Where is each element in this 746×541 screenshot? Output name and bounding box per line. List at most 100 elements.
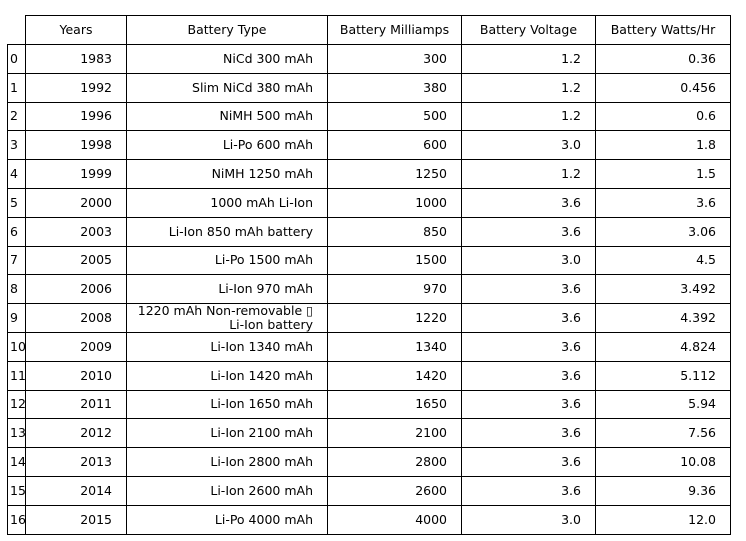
table-cell: 1650 — [327, 389, 462, 420]
table-cell: 2006 — [25, 274, 127, 305]
table-cell: Li-Ion 1650 mAh — [126, 389, 328, 420]
table-cell: 1.2 — [461, 44, 596, 74]
table-cell: 2008 — [25, 303, 127, 333]
table-cell: 3.6 — [461, 476, 596, 506]
table-cell: 300 — [327, 44, 462, 74]
table-cell: Li-Ion 1420 mAh — [126, 360, 328, 391]
row-index: 1 — [7, 72, 26, 103]
table-cell: 7.56 — [595, 418, 731, 449]
table-cell: 0.6 — [595, 101, 731, 132]
column-header: Battery Voltage — [461, 15, 596, 45]
table-cell: 1000 mAh Li-Ion — [126, 188, 328, 218]
table-cell: 2000 — [25, 188, 127, 218]
table-cell: Li-Ion 1340 mAh — [126, 332, 328, 362]
row-index: 5 — [7, 188, 26, 218]
table-cell: 1992 — [25, 72, 127, 103]
table-cell: 2009 — [25, 332, 127, 362]
column-header: Years — [25, 15, 127, 45]
table-cell: 2600 — [327, 476, 462, 506]
table-cell: NiMH 500 mAh — [126, 101, 328, 132]
row-index: 8 — [7, 274, 26, 305]
table-cell: Li-Ion 2100 mAh — [126, 418, 328, 449]
row-index: 0 — [7, 44, 26, 74]
row-index: 10 — [7, 332, 26, 362]
table-cell: 2013 — [25, 447, 127, 477]
column-header: Battery Type — [126, 15, 328, 45]
table-cell: 1.2 — [461, 72, 596, 103]
row-index: 13 — [7, 418, 26, 449]
table-cell: 3.6 — [461, 389, 596, 420]
table-cell: Li-Ion 2600 mAh — [126, 476, 328, 506]
column-header: Battery Milliamps — [327, 15, 462, 45]
table-cell: 500 — [327, 101, 462, 132]
table-cell: 2011 — [25, 389, 127, 420]
table-cell: 3.492 — [595, 274, 731, 305]
row-index: 9 — [7, 303, 26, 333]
row-index: 16 — [7, 504, 26, 535]
table-cell: 2015 — [25, 504, 127, 535]
row-index: 3 — [7, 130, 26, 161]
table-cell: Slim NiCd 380 mAh — [126, 72, 328, 103]
table-cell: 1998 — [25, 130, 127, 161]
row-index: 14 — [7, 447, 26, 477]
table-cell: 3.0 — [461, 504, 596, 535]
table-cell: 1.8 — [595, 130, 731, 161]
table-cell: Li-Ion 970 mAh — [126, 274, 328, 305]
table-cell: 3.6 — [461, 216, 596, 247]
table-cell: 3.0 — [461, 245, 596, 276]
table-cell: 1000 — [327, 188, 462, 218]
table-cell: 1996 — [25, 101, 127, 132]
row-index: 6 — [7, 216, 26, 247]
table-cell: 3.6 — [461, 418, 596, 449]
table-cell: 2014 — [25, 476, 127, 506]
table-cell: 0.36 — [595, 44, 731, 74]
table-cell: 4000 — [327, 504, 462, 535]
table-cell: 3.6 — [461, 332, 596, 362]
table-cell: 1220 — [327, 303, 462, 333]
table-cell: 2800 — [327, 447, 462, 477]
table-cell: 4.5 — [595, 245, 731, 276]
table-cell: 0.456 — [595, 72, 731, 103]
table-cell: 12.0 — [595, 504, 731, 535]
table-cell: NiMH 1250 mAh — [126, 159, 328, 189]
table-cell: 2003 — [25, 216, 127, 247]
table-cell: 2100 — [327, 418, 462, 449]
table-cell: 9.36 — [595, 476, 731, 506]
row-index: 15 — [7, 476, 26, 506]
table-cell: 4.824 — [595, 332, 731, 362]
table-cell: 1.5 — [595, 159, 731, 189]
table-cell: 3.6 — [461, 188, 596, 218]
table-cell: 1500 — [327, 245, 462, 276]
table-cell: 10.08 — [595, 447, 731, 477]
table-cell: NiCd 300 mAh — [126, 44, 328, 74]
table-cell: 5.112 — [595, 360, 731, 391]
table-cell: 1250 — [327, 159, 462, 189]
column-header: Battery Watts/Hr — [595, 15, 731, 45]
table-cell: 3.6 — [461, 360, 596, 391]
row-index: 2 — [7, 101, 26, 132]
table-cell: 1999 — [25, 159, 127, 189]
table-cell: 3.0 — [461, 130, 596, 161]
table-cell: 850 — [327, 216, 462, 247]
row-index: 12 — [7, 389, 26, 420]
battery-table: Years Battery Type Battery Milliamps Batter… — [7, 15, 731, 535]
table-cell: 380 — [327, 72, 462, 103]
table-cell: 2010 — [25, 360, 127, 391]
table-cell: 1340 — [327, 332, 462, 362]
table-cell: 3.6 — [595, 188, 731, 218]
row-index: 7 — [7, 245, 26, 276]
table-cell: 3.06 — [595, 216, 731, 247]
table-cell: 2005 — [25, 245, 127, 276]
table-cell: 3.6 — [461, 303, 596, 333]
table-cell: 1.2 — [461, 101, 596, 132]
table-cell: 1220 mAh Non-removable ▯ Li-Ion battery — [126, 303, 328, 333]
table-cell: 2012 — [25, 418, 127, 449]
table-cell: 1.2 — [461, 159, 596, 189]
table-cell: 5.94 — [595, 389, 731, 420]
table-cell: 3.6 — [461, 447, 596, 477]
table-cell: Li-Po 1500 mAh — [126, 245, 328, 276]
table-cell: 4.392 — [595, 303, 731, 333]
table-cell: 3.6 — [461, 274, 596, 305]
table-cell: 970 — [327, 274, 462, 305]
table-cell: Li-Ion 2800 mAh — [126, 447, 328, 477]
